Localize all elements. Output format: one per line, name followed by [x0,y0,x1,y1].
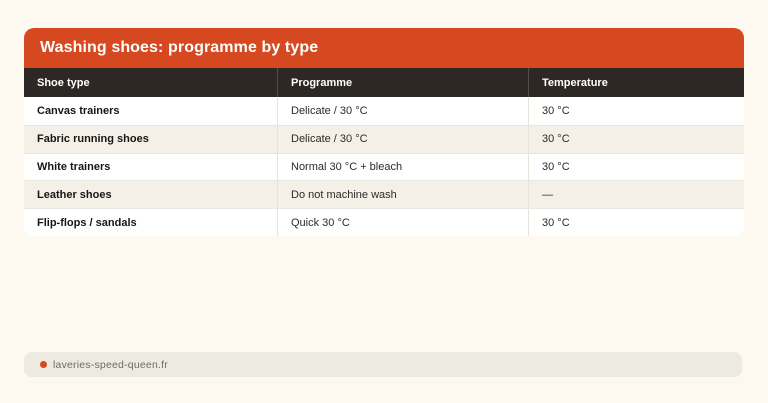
cell-programme: Delicate / 30 °C [277,125,528,153]
cell-temperature: — [528,181,744,209]
table-header-row: Shoe type Programme Temperature [24,68,744,97]
bullet-dot-icon [40,361,47,368]
cell-temperature: 30 °C [528,209,744,236]
table-row: Flip-flops / sandals Quick 30 °C 30 °C [24,208,744,236]
column-header-shoe-type: Shoe type [37,76,90,89]
cell-shoe-type: White trainers [37,160,111,173]
table-body: Canvas trainers Delicate / 30 °C 30 °C F… [24,97,744,236]
cell-programme: Quick 30 °C [277,209,528,236]
cell-temperature: 30 °C [528,97,744,125]
table-row: White trainers Normal 30 °C + bleach 30 … [24,152,744,181]
source-link-chip[interactable]: laveries-speed-queen.fr [24,352,742,377]
cell-shoe-type: Leather shoes [37,188,112,201]
table-row: Leather shoes Do not machine wash — [24,180,744,209]
column-header-programme: Programme [277,68,528,97]
card-title-bar: Washing shoes: programme by type [24,28,744,68]
page-title: Washing shoes: programme by type [40,39,319,56]
cell-temperature: 30 °C [528,153,744,181]
cell-programme: Normal 30 °C + bleach [277,153,528,181]
washing-programme-card: Washing shoes: programme by type Shoe ty… [24,28,744,236]
table-row: Fabric running shoes Delicate / 30 °C 30… [24,124,744,153]
cell-programme: Do not machine wash [277,181,528,209]
table-row: Canvas trainers Delicate / 30 °C 30 °C [24,97,744,125]
column-header-temperature: Temperature [528,68,744,97]
cell-shoe-type: Canvas trainers [37,104,120,117]
cell-shoe-type: Fabric running shoes [37,133,149,146]
cell-temperature: 30 °C [528,125,744,153]
cell-shoe-type: Flip-flops / sandals [37,216,137,229]
source-site-label: laveries-speed-queen.fr [53,358,168,371]
cell-programme: Delicate / 30 °C [277,97,528,125]
